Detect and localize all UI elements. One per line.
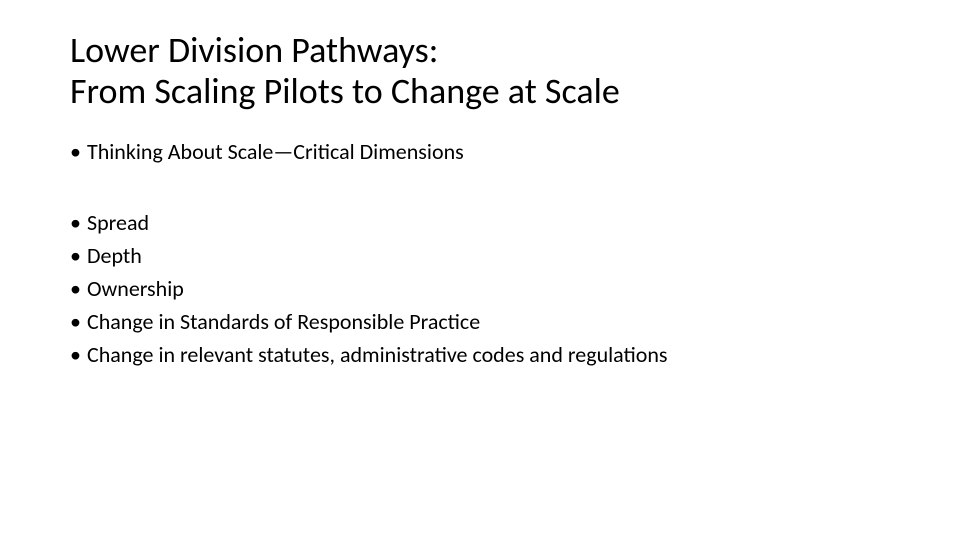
bullet-icon: • [70, 272, 81, 305]
list-item: • Ownership [70, 272, 890, 305]
list-item: • Change in relevant statutes, administr… [70, 338, 890, 371]
bullet-text: Ownership [87, 272, 890, 305]
bullet-text: Change in relevant statutes, administrat… [87, 338, 890, 371]
list-item: • Spread [70, 206, 890, 239]
bullet-group-2: • Spread • Depth • Ownership • Change in… [70, 206, 890, 371]
list-item: • Depth [70, 239, 890, 272]
bullet-text: Depth [87, 239, 890, 272]
bullet-text: Change in Standards of Responsible Pract… [87, 305, 890, 338]
bullet-text: Thinking About Scale—Critical Dimensions [87, 135, 890, 168]
bullet-icon: • [70, 206, 81, 239]
bullet-icon: • [70, 135, 81, 168]
bullet-icon: • [70, 239, 81, 272]
bullet-group-1: • Thinking About Scale—Critical Dimensio… [70, 135, 890, 168]
title-line-2: From Scaling Pilots to Change at Scale [70, 69, 620, 113]
bullet-icon: • [70, 338, 81, 371]
list-item: • Thinking About Scale—Critical Dimensio… [70, 135, 890, 168]
slide-title: Lower Division Pathways: From Scaling Pi… [70, 30, 890, 113]
list-item: • Change in Standards of Responsible Pra… [70, 305, 890, 338]
bullet-icon: • [70, 305, 81, 338]
title-line-1: Lower Division Pathways: [70, 28, 438, 72]
bullet-text: Spread [87, 206, 890, 239]
